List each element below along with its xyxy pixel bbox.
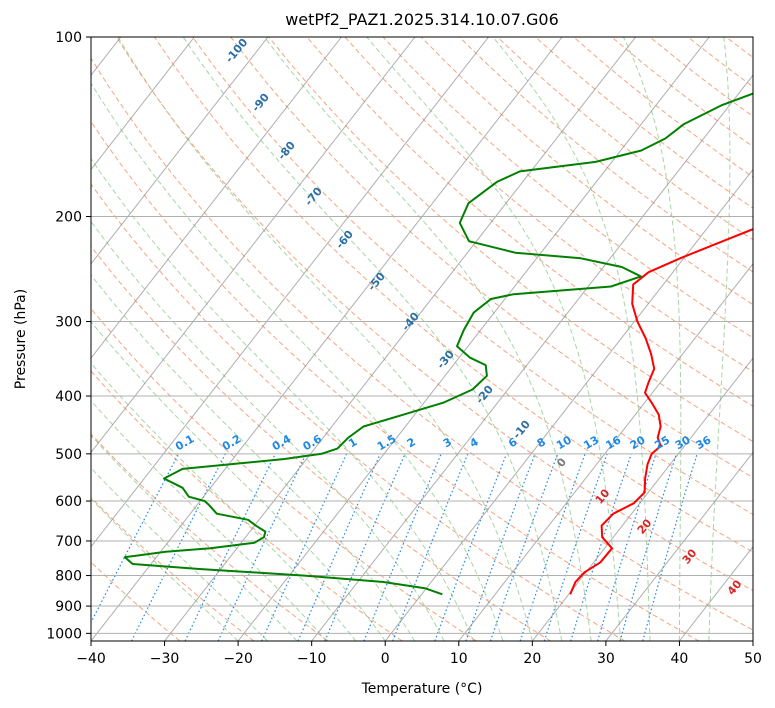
y-axis-label: Pressure (hPa) xyxy=(13,289,29,389)
dry-adiabat-line xyxy=(91,561,181,641)
mixing-ratio-line xyxy=(363,453,442,641)
dry-adiabat-line xyxy=(91,433,329,641)
mixing-ratio-line xyxy=(392,453,469,641)
mixing-ratio-line xyxy=(619,453,678,641)
moist-adiabat-line xyxy=(182,37,563,641)
isotherm-line xyxy=(311,74,753,641)
dewpoint-profile-line xyxy=(123,92,753,596)
isotherm-line xyxy=(91,37,416,454)
moist-adiabat-line xyxy=(117,37,533,641)
moist-adiabat-line xyxy=(708,37,731,641)
x-tick-label: 20 xyxy=(523,651,541,667)
isotherm-line xyxy=(91,37,342,359)
plot-frame xyxy=(90,36,754,642)
dry-adiabat-line xyxy=(344,37,753,373)
isotherm-line xyxy=(458,262,753,641)
mixing-ratio-line xyxy=(642,453,698,641)
chart-title: wetPf2_PAZ1.2025.314.10.07.G06 xyxy=(285,10,559,30)
dry-adiabat-line xyxy=(91,307,477,641)
mixing-ratio-line xyxy=(261,453,348,641)
moist-adiabat-line xyxy=(91,220,445,641)
x-tick-label: −30 xyxy=(150,651,180,667)
y-tick-label: 100 xyxy=(55,30,82,46)
y-tick-label: 800 xyxy=(55,569,82,585)
moist-adiabat-line xyxy=(91,320,386,641)
y-tick-label: 500 xyxy=(55,447,82,463)
mixing-ratio-line xyxy=(297,453,381,641)
dry-adiabat-line xyxy=(192,37,753,516)
temperature-profile-line xyxy=(569,227,753,595)
pressure-gridlines xyxy=(91,37,753,634)
moist-adiabat-line xyxy=(91,434,298,641)
isotherm-line xyxy=(384,168,753,641)
x-tick-label: 0 xyxy=(381,651,390,667)
x-tick-label: 10 xyxy=(450,651,468,667)
isotherm-line xyxy=(237,37,710,641)
isotherm-line xyxy=(91,37,269,265)
dry-adiabat-line xyxy=(91,496,255,641)
mixing-ratio-line xyxy=(570,453,632,641)
isotherm-line xyxy=(531,357,753,641)
x-tick-label: 30 xyxy=(597,651,615,667)
dry-adiabat-line xyxy=(154,37,753,553)
mixing-ratio-line xyxy=(543,453,608,641)
y-tick-label: 300 xyxy=(55,315,82,331)
x-tick-label: −40 xyxy=(76,651,106,667)
y-tick-label: 1000 xyxy=(46,626,82,642)
dry-adiabat-line xyxy=(115,37,753,592)
mixing-ratio-line xyxy=(184,453,276,641)
mixing-ratio-line xyxy=(434,453,508,641)
dry-adiabat-line xyxy=(306,37,753,407)
y-tick-label: 600 xyxy=(55,494,82,510)
dry-adiabat-line xyxy=(91,120,700,641)
y-tick-label: 900 xyxy=(55,599,82,615)
moist-adiabat-line xyxy=(91,82,504,641)
y-tick-label: 200 xyxy=(55,210,82,226)
moist-adiabat-line xyxy=(264,37,592,641)
x-tick-label: 50 xyxy=(744,651,762,667)
mixing-ratio-line xyxy=(489,453,559,641)
mixing-ratio-line xyxy=(217,453,307,641)
mixing-ratio-line xyxy=(324,453,406,641)
mixing-ratio-line xyxy=(465,453,536,641)
moist-adiabat-line xyxy=(91,400,327,641)
x-axis-ticks: −40 −30 −20 −10 0 10 20 30 40 50 xyxy=(76,641,762,667)
sounding-profiles xyxy=(123,92,753,596)
dry-adiabat-line xyxy=(91,370,403,641)
mixing-ratio-line xyxy=(519,453,586,641)
dry-adiabat-line xyxy=(91,57,753,631)
dry-adiabat-line xyxy=(230,37,753,479)
moist-adiabat-line xyxy=(91,467,268,641)
mixing-ratio-line xyxy=(597,453,657,641)
x-tick-label: −20 xyxy=(223,651,253,667)
moist-adiabats xyxy=(91,37,731,641)
moist-adiabat-line xyxy=(622,37,682,641)
isotherm-line xyxy=(605,451,753,641)
x-tick-label: −10 xyxy=(297,651,327,667)
moist-adiabat-line xyxy=(91,274,416,641)
x-tick-label: 40 xyxy=(671,651,689,667)
isotherms xyxy=(91,37,753,641)
moist-adiabat-line xyxy=(366,37,622,641)
mixing-ratio-lines xyxy=(91,453,698,641)
y-axis-ticks: 100 200 300 400 500 600 700 800 900 1000 xyxy=(46,30,91,642)
y-tick-label: 400 xyxy=(55,389,82,405)
isotherm-line xyxy=(91,37,489,548)
isotherm-line xyxy=(752,640,753,641)
x-axis-label: Temperature (°C) xyxy=(361,681,483,697)
isotherm-line xyxy=(91,37,195,171)
dry-adiabat-line xyxy=(420,37,753,306)
isotherm-line xyxy=(164,37,637,641)
moist-adiabat-line xyxy=(91,157,474,641)
isotherm-line xyxy=(91,37,563,641)
moist-adiabat-line xyxy=(492,37,651,641)
y-tick-label: 700 xyxy=(55,534,82,550)
